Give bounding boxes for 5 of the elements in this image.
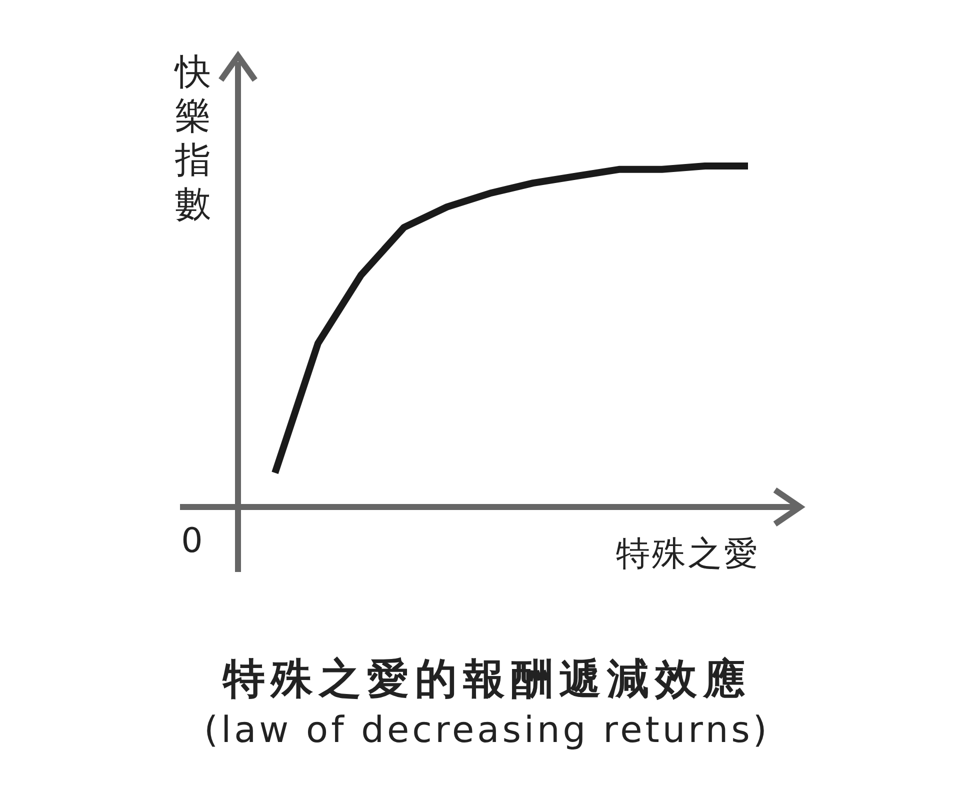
text: (law of decreasing returns) <box>204 710 770 751</box>
text: 0 <box>181 521 203 561</box>
text: 特殊之愛的報酬遞減效應 <box>222 654 751 703</box>
y-axis-title: 快樂指數 <box>173 52 211 225</box>
x-axis-title: 特殊之愛 <box>616 534 760 574</box>
